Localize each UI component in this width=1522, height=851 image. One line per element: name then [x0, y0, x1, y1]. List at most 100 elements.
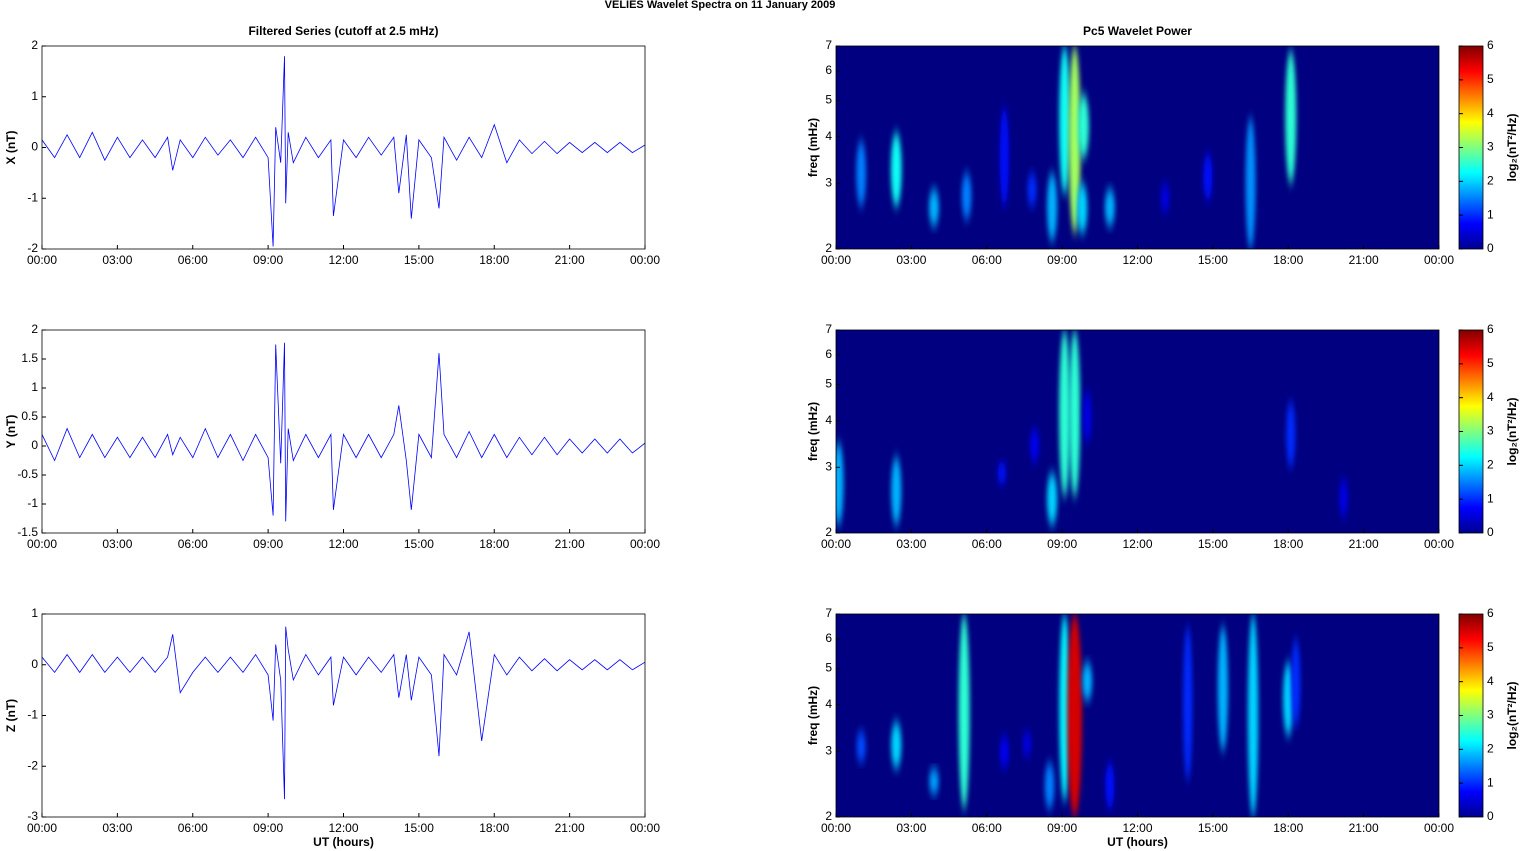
x-tick-label: 15:00	[1198, 537, 1228, 551]
y-axis-label: Z (nT)	[4, 699, 18, 732]
colorbar-tick-label: 0	[1487, 241, 1494, 255]
x-tick-label: 21:00	[1349, 537, 1379, 551]
x-tick-label: 09:00	[1047, 537, 1077, 551]
colorbar-label: log₂(nT²/Hz)	[1505, 398, 1519, 466]
power-blob	[1022, 731, 1032, 757]
y-axis-label: X (nT)	[4, 131, 18, 165]
x-tick-label: 18:00	[1273, 537, 1303, 551]
y-tick-label: 3	[825, 743, 832, 757]
signal-line	[42, 626, 645, 800]
panel: 0 1 2 3 4 5 6 log₂(nT²/Hz) 00:00 03:00 06:00 09:00 1…	[806, 24, 1519, 267]
y-tick-label: -1	[27, 496, 38, 510]
panel: 0 1 2 3 4 5 6 log₂(nT²/Hz) 00:00 03:00 06:00 09:00 1…	[806, 606, 1519, 849]
power-blob	[1217, 626, 1229, 752]
y-tick-label: 7	[825, 38, 832, 52]
x-tick-label: 21:00	[1349, 821, 1379, 835]
x-tick-label: 12:00	[1122, 537, 1152, 551]
colorbar-tick-label: 4	[1487, 390, 1494, 404]
x-tick-label: 03:00	[102, 821, 132, 835]
y-tick-label: -3	[27, 809, 38, 823]
power-blob	[958, 614, 970, 810]
y-tick-label: 4	[825, 129, 832, 143]
y-axis-label: freq (mHz)	[806, 118, 820, 177]
x-tick-label: 21:00	[555, 537, 585, 551]
y-tick-label: 0	[31, 657, 38, 671]
heatmap-background	[836, 614, 1439, 817]
y-tick-label: 2	[825, 241, 832, 255]
power-blob	[1059, 46, 1071, 195]
x-axis-label: UT (hours)	[313, 835, 374, 849]
plot-area	[836, 46, 1439, 249]
y-tick-label: 1	[31, 89, 38, 103]
colorbar-tick-label: 5	[1487, 640, 1494, 654]
x-tick-label: 03:00	[896, 537, 926, 551]
power-blob	[1105, 762, 1115, 810]
y-tick-label: 2	[31, 38, 38, 52]
x-tick-label: 12:00	[328, 821, 358, 835]
power-blob	[1247, 614, 1259, 817]
colorbar-tick-label: 2	[1487, 174, 1494, 188]
colorbar-tick-label: 1	[1487, 775, 1494, 789]
y-axis-label: Y (nT)	[4, 415, 18, 449]
power-blob	[1067, 614, 1082, 817]
power-blob	[928, 768, 940, 795]
power-blob	[1046, 172, 1058, 242]
power-blob	[999, 107, 1009, 207]
y-tick-label: -1	[27, 190, 38, 204]
power-blob	[1030, 428, 1039, 462]
y-tick-label: 3	[825, 175, 832, 189]
power-blob	[1027, 172, 1037, 207]
x-tick-label: 15:00	[404, 253, 434, 267]
x-tick-label: 03:00	[102, 537, 132, 551]
colorbar-tick-label: 0	[1487, 525, 1494, 539]
power-blob	[1082, 391, 1092, 443]
plot-area	[836, 330, 1439, 533]
y-tick-label: 2	[825, 809, 832, 823]
power-blob	[890, 132, 902, 207]
power-blob	[1339, 478, 1348, 518]
x-tick-label: 12:00	[1122, 253, 1152, 267]
power-blob	[856, 731, 866, 763]
power-blob	[1077, 94, 1089, 159]
power-blob	[997, 461, 1007, 485]
y-tick-label: 6	[825, 347, 832, 361]
power-blob	[999, 735, 1009, 769]
y-tick-label: -0.5	[17, 467, 38, 481]
power-blob	[928, 188, 940, 227]
colorbar-tick-label: 1	[1487, 207, 1494, 221]
x-tick-label: 00:00	[821, 537, 851, 551]
x-axis-label: UT (hours)	[1107, 835, 1168, 849]
x-tick-label: 15:00	[404, 537, 434, 551]
y-tick-label: 4	[825, 413, 832, 427]
x-tick-label: 09:00	[253, 537, 283, 551]
power-blob	[891, 456, 902, 526]
y-tick-label: -1	[27, 708, 38, 722]
power-blob	[836, 442, 844, 526]
x-tick-label: 00:00	[27, 253, 57, 267]
y-tick-label: -2	[27, 758, 38, 772]
power-blob	[1285, 50, 1297, 184]
figure-title: VELIES Wavelet Spectra on 11 January 200…	[605, 0, 836, 11]
x-tick-label: 00:00	[821, 821, 851, 835]
colorbar-tick-label: 4	[1487, 106, 1494, 120]
x-tick-label: 18:00	[479, 537, 509, 551]
y-tick-label: 5	[825, 377, 832, 391]
panel: 00:00 03:00 06:00 09:00 12:00 15:00 18:00 21:00…	[4, 606, 660, 849]
x-tick-label: 00:00	[1424, 537, 1454, 551]
axes-frame	[41, 613, 646, 818]
power-blob	[1203, 153, 1213, 201]
panel: 0 1 2 3 4 5 6 log₂(nT²/Hz) 00:00 03:00 06:00 09:00 1…	[806, 322, 1519, 551]
x-tick-label: 00:00	[27, 537, 57, 551]
signal-line	[42, 342, 645, 522]
power-blob	[1059, 330, 1071, 497]
colorbar-tick-label: 2	[1487, 458, 1494, 472]
x-tick-label: 15:00	[1198, 821, 1228, 835]
plot-area	[836, 614, 1439, 817]
y-tick-label: 6	[825, 63, 832, 77]
colorbar-tick-label: 0	[1487, 809, 1494, 823]
panel-title: Pc5 Wavelet Power	[1083, 24, 1192, 38]
x-tick-label: 00:00	[821, 253, 851, 267]
axes-frame	[41, 45, 646, 250]
power-blob	[1183, 626, 1193, 781]
